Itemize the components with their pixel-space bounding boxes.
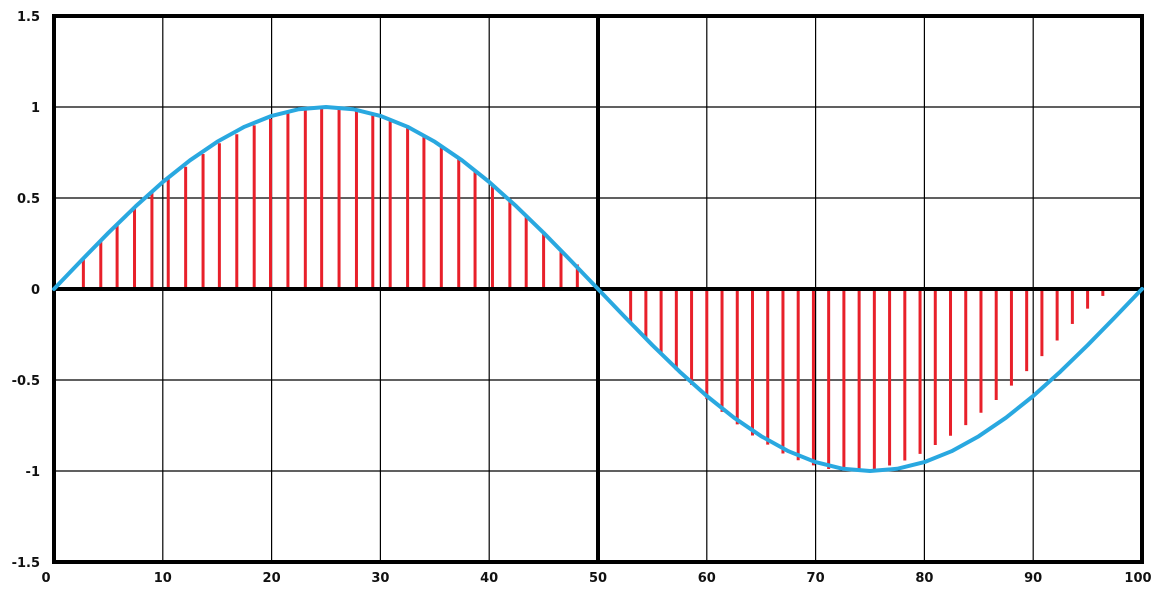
y-tick-label: 0.5 bbox=[17, 192, 40, 207]
x-tick-label: 20 bbox=[263, 571, 281, 586]
x-tick-label: 90 bbox=[1024, 571, 1042, 586]
y-tick-label: -0.5 bbox=[12, 374, 40, 389]
x-tick-label: 10 bbox=[154, 571, 172, 586]
y-tick-label: 1.5 bbox=[17, 10, 40, 25]
x-tick-label: 100 bbox=[1124, 571, 1151, 586]
x-tick-labels: 0 10 20 30 40 50 60 70 80 90 100 bbox=[41, 571, 1151, 586]
x-tick-label: 70 bbox=[807, 571, 825, 586]
y-tick-label: 0 bbox=[31, 283, 40, 298]
x-tick-label: 60 bbox=[698, 571, 716, 586]
y-tick-labels: 1.5 1 0.5 0 -0.5 -1 -1.5 bbox=[12, 10, 40, 571]
y-tick-label: -1.5 bbox=[12, 556, 40, 571]
y-tick-label: 1 bbox=[31, 101, 40, 116]
x-tick-label: 30 bbox=[371, 571, 389, 586]
y-tick-label: -1 bbox=[26, 465, 40, 480]
x-tick-label: 80 bbox=[915, 571, 933, 586]
x-tick-label: 40 bbox=[480, 571, 498, 586]
x-tick-label: 0 bbox=[41, 571, 50, 586]
sample-lines bbox=[81, 107, 1105, 471]
x-tick-label: 50 bbox=[589, 571, 607, 586]
sine-curve-line bbox=[52, 105, 1144, 473]
sine-curve bbox=[52, 105, 1144, 473]
